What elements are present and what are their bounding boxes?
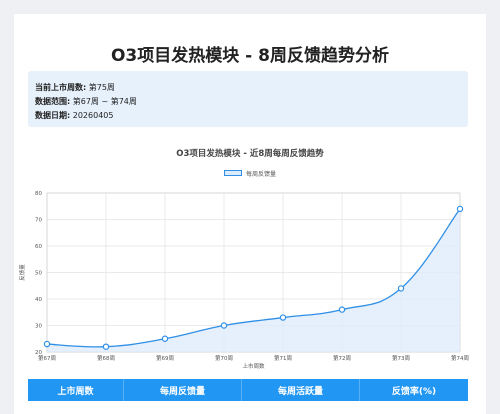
data-point (220, 322, 228, 329)
x-tick-label: 第72周 (333, 354, 351, 362)
data-point (102, 343, 110, 350)
x-tick-label: 第74周 (451, 354, 469, 362)
y-tick-label: 70 (35, 218, 42, 224)
x-tick-label: 第67周 (38, 354, 56, 362)
x-tick-label: 第68周 (97, 354, 115, 362)
info-row-current-week: 当前上市周数: 第75周 (28, 81, 468, 95)
y-tick-label: 40 (35, 297, 42, 303)
y-tick-label: 20 (35, 350, 42, 356)
column-header-week[interactable]: 上市周数 (28, 379, 124, 401)
series-area (47, 208, 460, 352)
data-point (338, 306, 346, 313)
report-card: O3项目发热模块 - 8周反馈趋势分析 当前上市周数: 第75周 数据范围: 第… (14, 14, 486, 414)
x-tick-label: 第70周 (215, 354, 233, 362)
data-point (397, 285, 405, 292)
data-table: 上市周数 每周反馈量 每周活跃量 反馈率(%) (28, 379, 468, 414)
y-tick-label: 80 (35, 191, 42, 197)
x-tick-label: 第73周 (392, 354, 410, 362)
column-header-feedback[interactable]: 每周反馈量 (123, 379, 242, 401)
y-tick-label: 30 (35, 324, 42, 330)
data-point (43, 340, 51, 348)
x-tick-label: 第71周 (274, 354, 292, 362)
table-header-row: 上市周数 每周反馈量 每周活跃量 反馈率(%) (28, 379, 468, 401)
info-label: 数据范围: (35, 97, 71, 106)
info-value: 第67周 ~ 第74周 (72, 97, 137, 106)
info-row-date: 数据日期: 20260405 (28, 109, 468, 123)
info-label: 数据日期: (35, 111, 71, 120)
column-header-active[interactable]: 每周活跃量 (241, 379, 360, 401)
line-chart: 20 30 40 50 60 70 80 第67周 第68周 第69周 第70周 第71周 第72周 第7… (18, 191, 469, 370)
y-tick-label: 50 (35, 271, 42, 277)
info-label: 当前上市周数: (35, 83, 87, 92)
info-row-range: 数据范围: 第67周 ~ 第74周 (28, 95, 468, 109)
data-point (161, 335, 169, 342)
x-tick-label: 第69周 (156, 354, 174, 362)
column-header-rate[interactable]: 反馈率(%) (359, 379, 468, 401)
data-point (456, 205, 464, 213)
legend-label: 每周反馈量 (246, 170, 277, 178)
chart-container: O3项目发热模块 - 近8周每周反馈趋势 每周反馈量 20 30 40 50 60 70 8… (14, 147, 486, 377)
info-value: 第75周 (88, 83, 115, 92)
data-point (279, 314, 287, 321)
info-panel: 当前上市周数: 第75周 数据范围: 第67周 ~ 第74周 数据日期: 202… (28, 71, 468, 127)
info-value: 20260405 (72, 111, 114, 120)
page-title: O3项目发热模块 - 8周反馈趋势分析 (110, 46, 389, 66)
y-axis-title: 反馈量 (18, 264, 26, 281)
chart-legend[interactable]: 每周反馈量 (224, 168, 276, 178)
chart-title: O3项目发热模块 - 近8周每周反馈趋势 (176, 149, 324, 159)
legend-swatch (224, 170, 242, 176)
y-tick-label: 60 (35, 244, 42, 250)
x-axis-title: 上市周数 (242, 362, 265, 370)
